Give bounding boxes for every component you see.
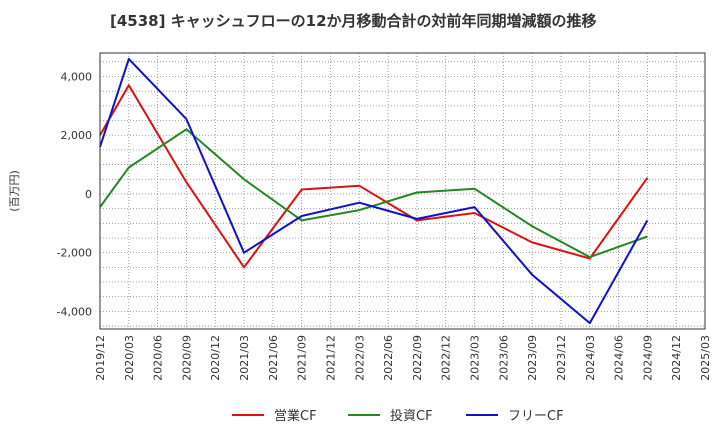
series-line-1 bbox=[99, 84, 649, 269]
x-tick-label: 2024/03 bbox=[584, 335, 597, 381]
y-tick-label: -2,000 bbox=[57, 247, 92, 260]
x-tick-label: 2023/03 bbox=[469, 335, 482, 381]
x-tick-label: 2024/09 bbox=[641, 335, 654, 381]
chart-title: [4538] キャッシュフローの12か月移動合計の対前年同期増減額の推移 bbox=[110, 12, 597, 30]
plot-frame bbox=[99, 52, 706, 330]
x-tick-label: 2024/06 bbox=[613, 335, 626, 381]
series-line-2 bbox=[99, 128, 648, 259]
series-lines bbox=[99, 57, 649, 325]
legend-label: フリーCF bbox=[508, 409, 564, 424]
plot-background bbox=[100, 53, 705, 329]
x-tick-label: 2020/06 bbox=[152, 335, 165, 381]
legend-label: 営業CF bbox=[274, 408, 317, 424]
x-tick-label: 2025/03 bbox=[699, 335, 712, 381]
x-tick-label: 2023/12 bbox=[555, 335, 568, 381]
x-tick-label: 2024/12 bbox=[670, 335, 683, 381]
x-tick-label: 2023/09 bbox=[526, 335, 539, 381]
x-tick-label: 2022/09 bbox=[411, 335, 424, 381]
y-tick-labels: 4,000 2,000 0 -2,000 -4,000 bbox=[57, 70, 92, 318]
x-tick-label: 2022/06 bbox=[382, 335, 395, 381]
y-tick-label: 2,000 bbox=[61, 129, 93, 142]
x-tick-label: 2019/12 bbox=[94, 335, 107, 381]
y-axis-title: (百万円) bbox=[8, 170, 21, 212]
y-tick-label: -4,000 bbox=[57, 305, 92, 318]
x-tick-label: 2023/06 bbox=[497, 335, 510, 381]
x-tick-label: 2021/12 bbox=[324, 335, 337, 381]
x-tick-labels: 2019/12 2020/03 2020/06 2020/09 2020/12 2021/… bbox=[94, 335, 712, 381]
grid-lines bbox=[100, 53, 705, 329]
x-tick-label: 2020/03 bbox=[123, 335, 136, 381]
x-tick-label: 2020/12 bbox=[209, 335, 222, 381]
legend: 営業CF 投資CF フリーCF bbox=[232, 408, 564, 424]
x-tick-label: 2022/12 bbox=[440, 335, 453, 381]
x-tick-label: 2021/03 bbox=[238, 335, 251, 381]
series-line-3 bbox=[99, 57, 649, 325]
x-tick-label: 2020/09 bbox=[180, 335, 193, 381]
y-tick-label: 4,000 bbox=[61, 70, 93, 83]
x-tick-label: 2022/03 bbox=[353, 335, 366, 381]
x-tick-label: 2021/09 bbox=[296, 335, 309, 381]
x-tick-label: 2021/06 bbox=[267, 335, 280, 381]
y-tick-label: 0 bbox=[85, 188, 92, 201]
legend-label: 投資CF bbox=[390, 408, 433, 424]
